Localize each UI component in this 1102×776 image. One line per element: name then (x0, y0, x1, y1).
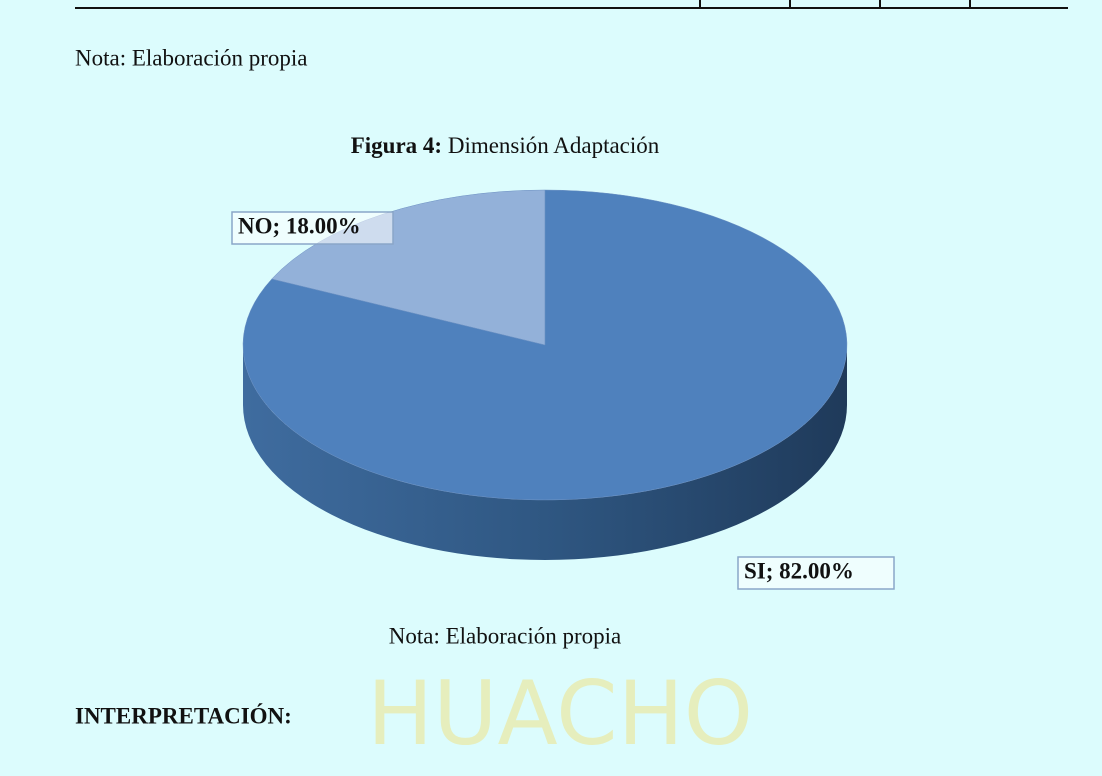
data-label: SI; 82.00% (744, 558, 854, 583)
figure-caption: Dimensión Adaptación (448, 133, 660, 158)
table-edge (75, 0, 1068, 9)
figure-number: Figura 4: (351, 133, 442, 158)
label-box (231, 211, 394, 245)
figure-note: Nota: Elaboración propia (389, 623, 621, 648)
figure-title: Figura 4: Dimensión Adaptación (351, 133, 660, 158)
pie-slice (242, 189, 848, 501)
data-label: NO; 18.00% (238, 213, 361, 238)
watermark: HUACHO (367, 662, 753, 765)
note: Nota: Elaboración propia (75, 45, 307, 70)
pie-chart: NO; 18.00% SI; 82.00% (231, 189, 895, 590)
label-box (737, 556, 895, 590)
heading: INTERPRETACIÓN: (75, 702, 292, 728)
pie-side (243, 345, 847, 560)
